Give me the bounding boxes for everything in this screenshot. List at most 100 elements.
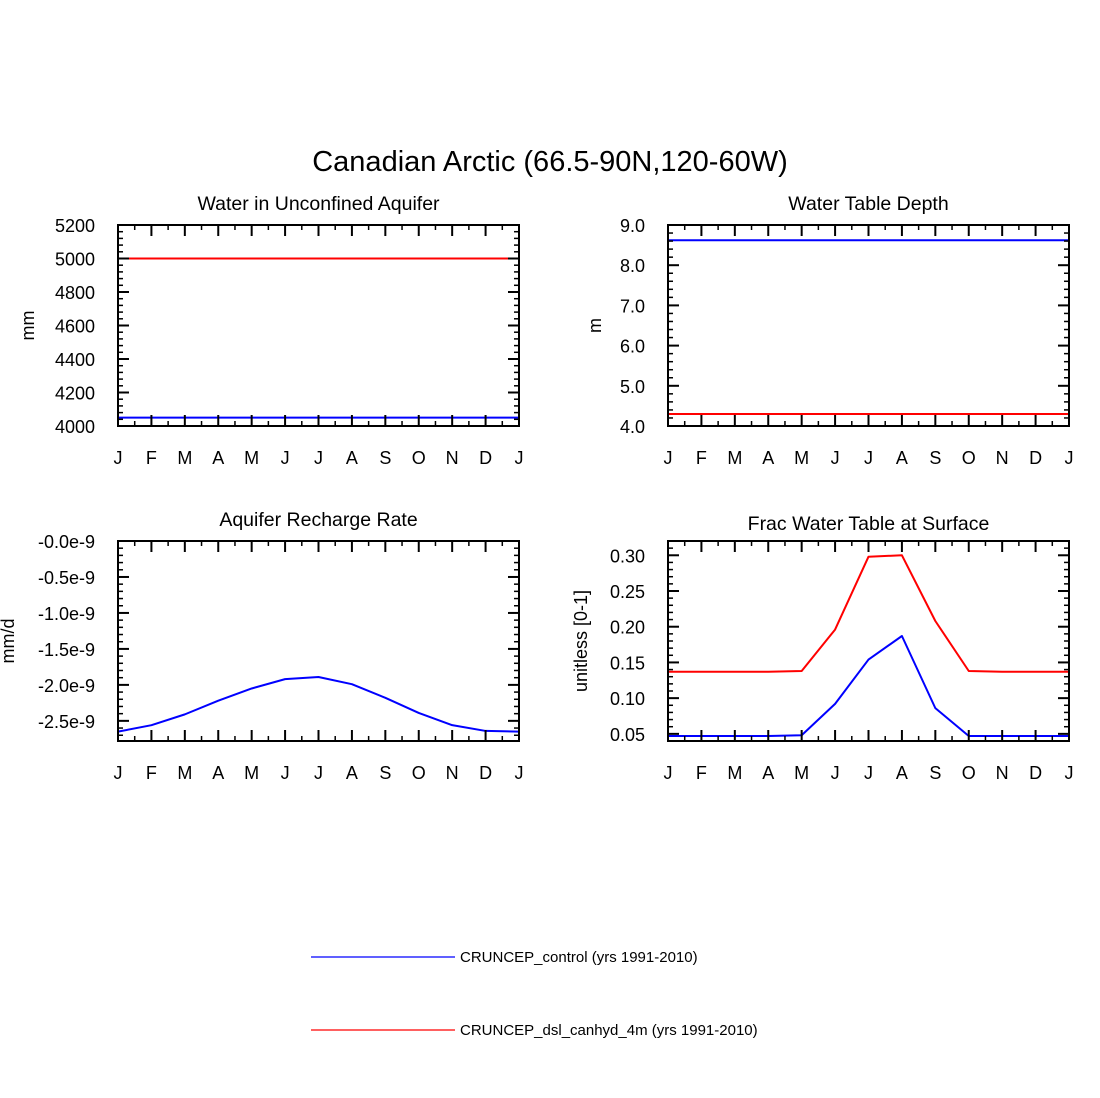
series-line-experiment bbox=[668, 554, 1069, 673]
x-tick-label: M bbox=[727, 763, 742, 783]
x-tick-label: J bbox=[1065, 763, 1074, 783]
x-tick-label: A bbox=[896, 448, 908, 468]
plot-frame bbox=[667, 224, 1070, 427]
x-tick-label: M bbox=[177, 763, 192, 783]
panel-title: Water Table Depth bbox=[788, 193, 948, 215]
x-tick-label: A bbox=[346, 448, 358, 468]
x-tick-label: F bbox=[146, 448, 157, 468]
x-tick-label: J bbox=[831, 763, 840, 783]
x-tick-label: J bbox=[664, 763, 673, 783]
y-tick-label-4600: 4600 bbox=[55, 317, 95, 337]
y-tick-label-4400: 4400 bbox=[55, 350, 95, 370]
x-tick-label: M bbox=[727, 448, 742, 468]
x-tick-label: A bbox=[212, 448, 224, 468]
y-tick-label-0-25: 0.25 bbox=[610, 582, 645, 602]
x-tick-label: J bbox=[664, 448, 673, 468]
y-tick-label-1-5e-9: -1.5e-9 bbox=[38, 640, 95, 660]
x-tick-label: J bbox=[281, 448, 290, 468]
x-tick-label: J bbox=[1065, 448, 1074, 468]
y-tick-label-4-0: 4.0 bbox=[620, 417, 645, 437]
legend: CRUNCEP_control (yrs 1991-2010) CRUNCEP_… bbox=[311, 949, 758, 1039]
y-tick-label-0-20: 0.20 bbox=[610, 618, 645, 638]
x-tick-label: A bbox=[212, 763, 224, 783]
x-tick-label: D bbox=[1029, 763, 1042, 783]
x-tick-label: D bbox=[1029, 448, 1042, 468]
plot-frame bbox=[667, 540, 1070, 742]
y-tick-label-0-05: 0.05 bbox=[610, 725, 645, 745]
y-tick-label-0-30: 0.30 bbox=[610, 546, 645, 566]
x-tick-label: O bbox=[962, 763, 976, 783]
x-tick-label: O bbox=[412, 763, 426, 783]
y-axis-label: m bbox=[585, 318, 605, 333]
x-tick-label: S bbox=[379, 763, 391, 783]
x-tick-label: F bbox=[696, 448, 707, 468]
x-tick-label: N bbox=[996, 448, 1009, 468]
plot-frame bbox=[117, 224, 520, 427]
series-line-control bbox=[117, 675, 520, 733]
y-tick-label-4000: 4000 bbox=[55, 417, 95, 437]
y-tick-label-1-0e-9: -1.0e-9 bbox=[38, 604, 95, 624]
x-tick-label: S bbox=[929, 763, 941, 783]
x-tick-label: A bbox=[762, 763, 774, 783]
x-tick-label: J bbox=[515, 763, 524, 783]
x-tick-label: M bbox=[177, 448, 192, 468]
x-tick-label: J bbox=[281, 763, 290, 783]
legend-label-experiment: CRUNCEP_dsl_canhyd_4m (yrs 1991-2010) bbox=[460, 1022, 758, 1039]
x-tick-label: M bbox=[794, 448, 809, 468]
y-axis-label: unitless [0-1] bbox=[571, 590, 591, 692]
x-tick-label: J bbox=[314, 448, 323, 468]
x-tick-label: A bbox=[896, 763, 908, 783]
x-tick-label: O bbox=[962, 448, 976, 468]
y-tick-label-2-5e-9: -2.5e-9 bbox=[38, 712, 95, 732]
panel-title: Frac Water Table at Surface bbox=[748, 513, 990, 535]
x-tick-label: J bbox=[314, 763, 323, 783]
y-axis-label: mm bbox=[18, 311, 38, 341]
x-tick-label: J bbox=[114, 763, 123, 783]
x-tick-label: M bbox=[794, 763, 809, 783]
x-tick-label: A bbox=[762, 448, 774, 468]
x-tick-label: M bbox=[244, 763, 259, 783]
x-tick-label: F bbox=[146, 763, 157, 783]
y-tick-label-9-0: 9.0 bbox=[620, 216, 645, 236]
legend-label-control: CRUNCEP_control (yrs 1991-2010) bbox=[460, 949, 698, 966]
x-tick-label: A bbox=[346, 763, 358, 783]
y-tick-label-5-0: 5.0 bbox=[620, 377, 645, 397]
x-tick-label: J bbox=[864, 763, 873, 783]
x-tick-label: D bbox=[479, 763, 492, 783]
y-tick-label-4200: 4200 bbox=[55, 384, 95, 404]
x-tick-label: J bbox=[864, 448, 873, 468]
x-tick-label: F bbox=[696, 763, 707, 783]
y-tick-label-6-0: 6.0 bbox=[620, 337, 645, 357]
x-tick-label: N bbox=[446, 448, 459, 468]
x-tick-label: D bbox=[479, 448, 492, 468]
y-tick-label-7-0: 7.0 bbox=[620, 296, 645, 316]
y-tick-label-4800: 4800 bbox=[55, 283, 95, 303]
y-tick-label-8-0: 8.0 bbox=[620, 256, 645, 276]
y-axis-label: mm/d bbox=[0, 619, 18, 664]
figure-title: Canadian Arctic (66.5-90N,120-60W) bbox=[312, 146, 788, 178]
x-tick-label: S bbox=[929, 448, 941, 468]
y-tick-label-2-0e-9: -2.0e-9 bbox=[38, 676, 95, 696]
y-tick-label-5000: 5000 bbox=[55, 250, 95, 270]
plot-frame bbox=[117, 540, 520, 742]
x-tick-label: S bbox=[379, 448, 391, 468]
y-tick-label-5200: 5200 bbox=[55, 216, 95, 236]
panel-title: Water in Unconfined Aquifer bbox=[197, 193, 440, 215]
x-tick-label: N bbox=[446, 763, 459, 783]
x-tick-label: J bbox=[515, 448, 524, 468]
panel-title: Aquifer Recharge Rate bbox=[219, 509, 417, 531]
x-tick-label: J bbox=[114, 448, 123, 468]
x-tick-label: M bbox=[244, 448, 259, 468]
x-tick-label: O bbox=[412, 448, 426, 468]
y-tick-label-0-15: 0.15 bbox=[610, 653, 645, 673]
panel-frac-water-table-at-surface: Frac Water Table at Surface unitless [0-1… bbox=[571, 513, 1074, 783]
x-tick-label: N bbox=[996, 763, 1009, 783]
x-tick-label: J bbox=[831, 448, 840, 468]
series-line-control bbox=[668, 635, 1069, 737]
y-tick-label-0-0e-9: -0.0e-9 bbox=[38, 532, 95, 552]
y-tick-label-0-10: 0.10 bbox=[610, 689, 645, 709]
